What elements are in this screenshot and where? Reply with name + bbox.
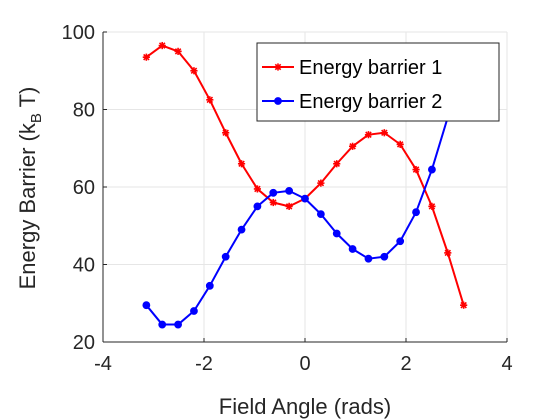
series-2-point [364,254,373,263]
series-2-point [428,165,436,174]
legend-label-2: Energy barrier 2 [299,91,442,113]
series-2-point [253,202,262,211]
series-2-point [174,320,182,329]
series-2-point [237,225,246,234]
series-2-point [158,320,167,329]
series-1-point [158,41,166,50]
series-2-point [380,252,389,261]
series-1-point [190,67,198,75]
series-1-point [444,249,452,257]
series-1-point [285,202,293,210]
series-1-point [317,179,325,187]
series-1-point [412,165,420,174]
axes-frame [102,31,508,343]
legend-marker-1 [274,63,282,71]
series-2-point [221,252,230,261]
series-1-point [222,129,230,137]
series-1-point [253,185,262,193]
x-axis-label: Field Angle (rads) [219,394,391,419]
series-2-point [348,245,357,253]
series-1-point [174,47,182,55]
y-tick-label: 20 [73,332,95,354]
series-1-point [428,202,436,210]
series-2-point [301,194,309,203]
series-2-point [205,281,214,290]
series-2-point [316,210,325,219]
x-tick-label: -2 [195,353,213,375]
y-tick-label: 100 [62,22,95,44]
series-1-point [348,142,357,150]
series-1-point [269,198,277,207]
y-axis-label-end: T) [15,87,40,113]
legend-marker-2 [274,97,282,105]
y-tick-label: 60 [73,177,95,199]
legend-entry-2: Energy barrier 2 [262,91,442,113]
plot-data [142,41,468,329]
legend: Energy barrier 1 Energy barrier 2 [256,42,500,122]
series-2-point [412,208,420,217]
x-tick-label: 0 [299,353,310,375]
series-2-point [269,188,278,197]
legend-marker-symbol [274,97,282,105]
y-tick-label: 40 [73,255,95,277]
tick-labels: -4 -2 0 2 4 20 40 60 80 100 [62,22,513,375]
legend-label-1: Energy barrier 1 [299,57,442,79]
y-tick-label: 80 [73,100,95,122]
series-1-point [380,129,388,137]
series-1-point [237,160,246,168]
series-2-point [396,237,405,246]
y-axis-label: Energy Barrier (kB T) [15,87,45,290]
series-1-point [142,53,150,61]
y-axis-label-main: Energy Barrier (k [15,122,40,289]
series-1-point [460,301,468,309]
series-2-point [332,229,341,238]
legend-marker-symbol [274,63,282,71]
series-2-point [285,186,294,195]
series-1-point [364,131,373,139]
series-2-point [190,307,198,315]
x-tick-label: -4 [94,353,112,375]
series-1-point [333,160,341,168]
y-axis-label-subscript: B [28,113,45,123]
legend-entry-1: Energy barrier 1 [262,57,442,79]
x-tick-label: 4 [501,353,512,375]
series-2-point [142,301,151,310]
series-1-point [396,140,404,148]
series-1-point [206,96,214,104]
x-tick-label: 2 [400,353,411,375]
legend-box [256,42,500,122]
